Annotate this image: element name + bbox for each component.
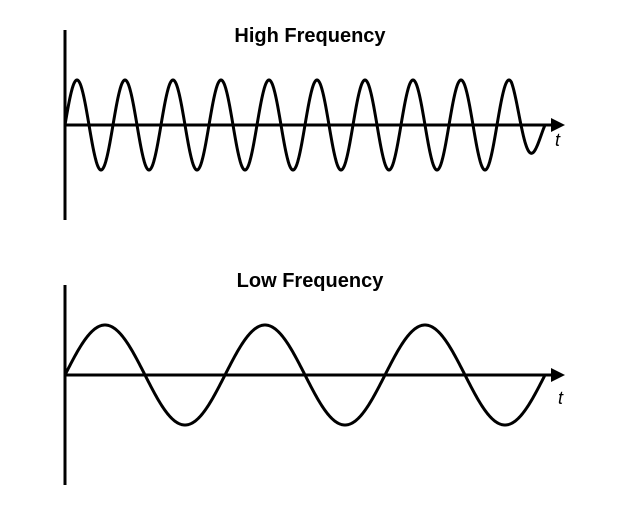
high-frequency-svg — [60, 30, 580, 230]
low-frequency-chart: Low Frequency t — [60, 280, 560, 470]
low-frequency-svg — [60, 280, 580, 490]
high-frequency-chart: High Frequency t — [60, 30, 560, 210]
high-frequency-axis-label: t — [555, 130, 560, 151]
low-frequency-title: Low Frequency — [60, 270, 560, 293]
high-frequency-title: High Frequency — [60, 25, 560, 48]
low-frequency-axis-label: t — [558, 388, 563, 409]
